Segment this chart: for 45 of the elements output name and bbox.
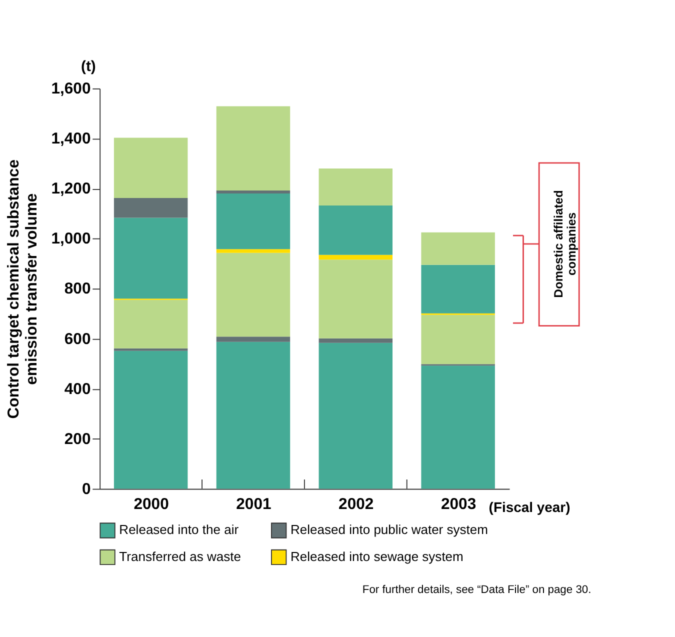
text: (t) [81,58,96,75]
legend-label: Released into sewage system [290,548,464,564]
x-tick-label: 2001 [236,496,272,513]
bar [216,249,290,253]
bar [318,168,393,206]
bar [114,348,188,351]
legend-label: Released into the air [119,522,240,538]
bar [318,254,393,260]
text: For further details, see “Data File” on page 30. [362,584,592,596]
y-tick-label: 400 [64,380,91,398]
bar [318,342,393,489]
bar [421,264,495,314]
x-axis-title: (Fiscal year) [488,499,570,516]
x-tick-label: 2000 [134,496,170,513]
bar [318,338,393,343]
y-tick-label: 600 [64,330,91,348]
bar [318,206,393,255]
y-tick-label: 1,400 [51,130,91,148]
x-tick-label: 2002 [338,496,374,513]
bar [421,314,495,364]
x-tick-label: 2003 [440,496,476,513]
bar [114,218,188,299]
text: Domestic affiliated companies [551,190,578,298]
y-tick-label: 1,600 [51,80,91,98]
y-tick-label: 0 [82,480,91,498]
bar [114,300,188,348]
y-tick-label: 800 [64,280,91,298]
bar [216,252,290,337]
y-tick-label: 1,000 [51,230,91,248]
bar [216,194,290,250]
y-axis-title: Control target chemical substance emission transfer volume [6,159,40,419]
bar [421,366,495,489]
y-tick-label: 1,200 [51,180,91,198]
y-tick-label: 200 [64,430,91,448]
bar [216,106,290,191]
bar [216,342,290,489]
bar [114,198,188,218]
bar [216,336,290,342]
bar [114,138,188,198]
legend-label: Transferred as waste [119,548,241,564]
bar [216,190,290,194]
bar [318,260,393,338]
legend-label: Released into public water system [290,522,488,538]
bar [114,350,188,489]
bar [421,232,495,265]
